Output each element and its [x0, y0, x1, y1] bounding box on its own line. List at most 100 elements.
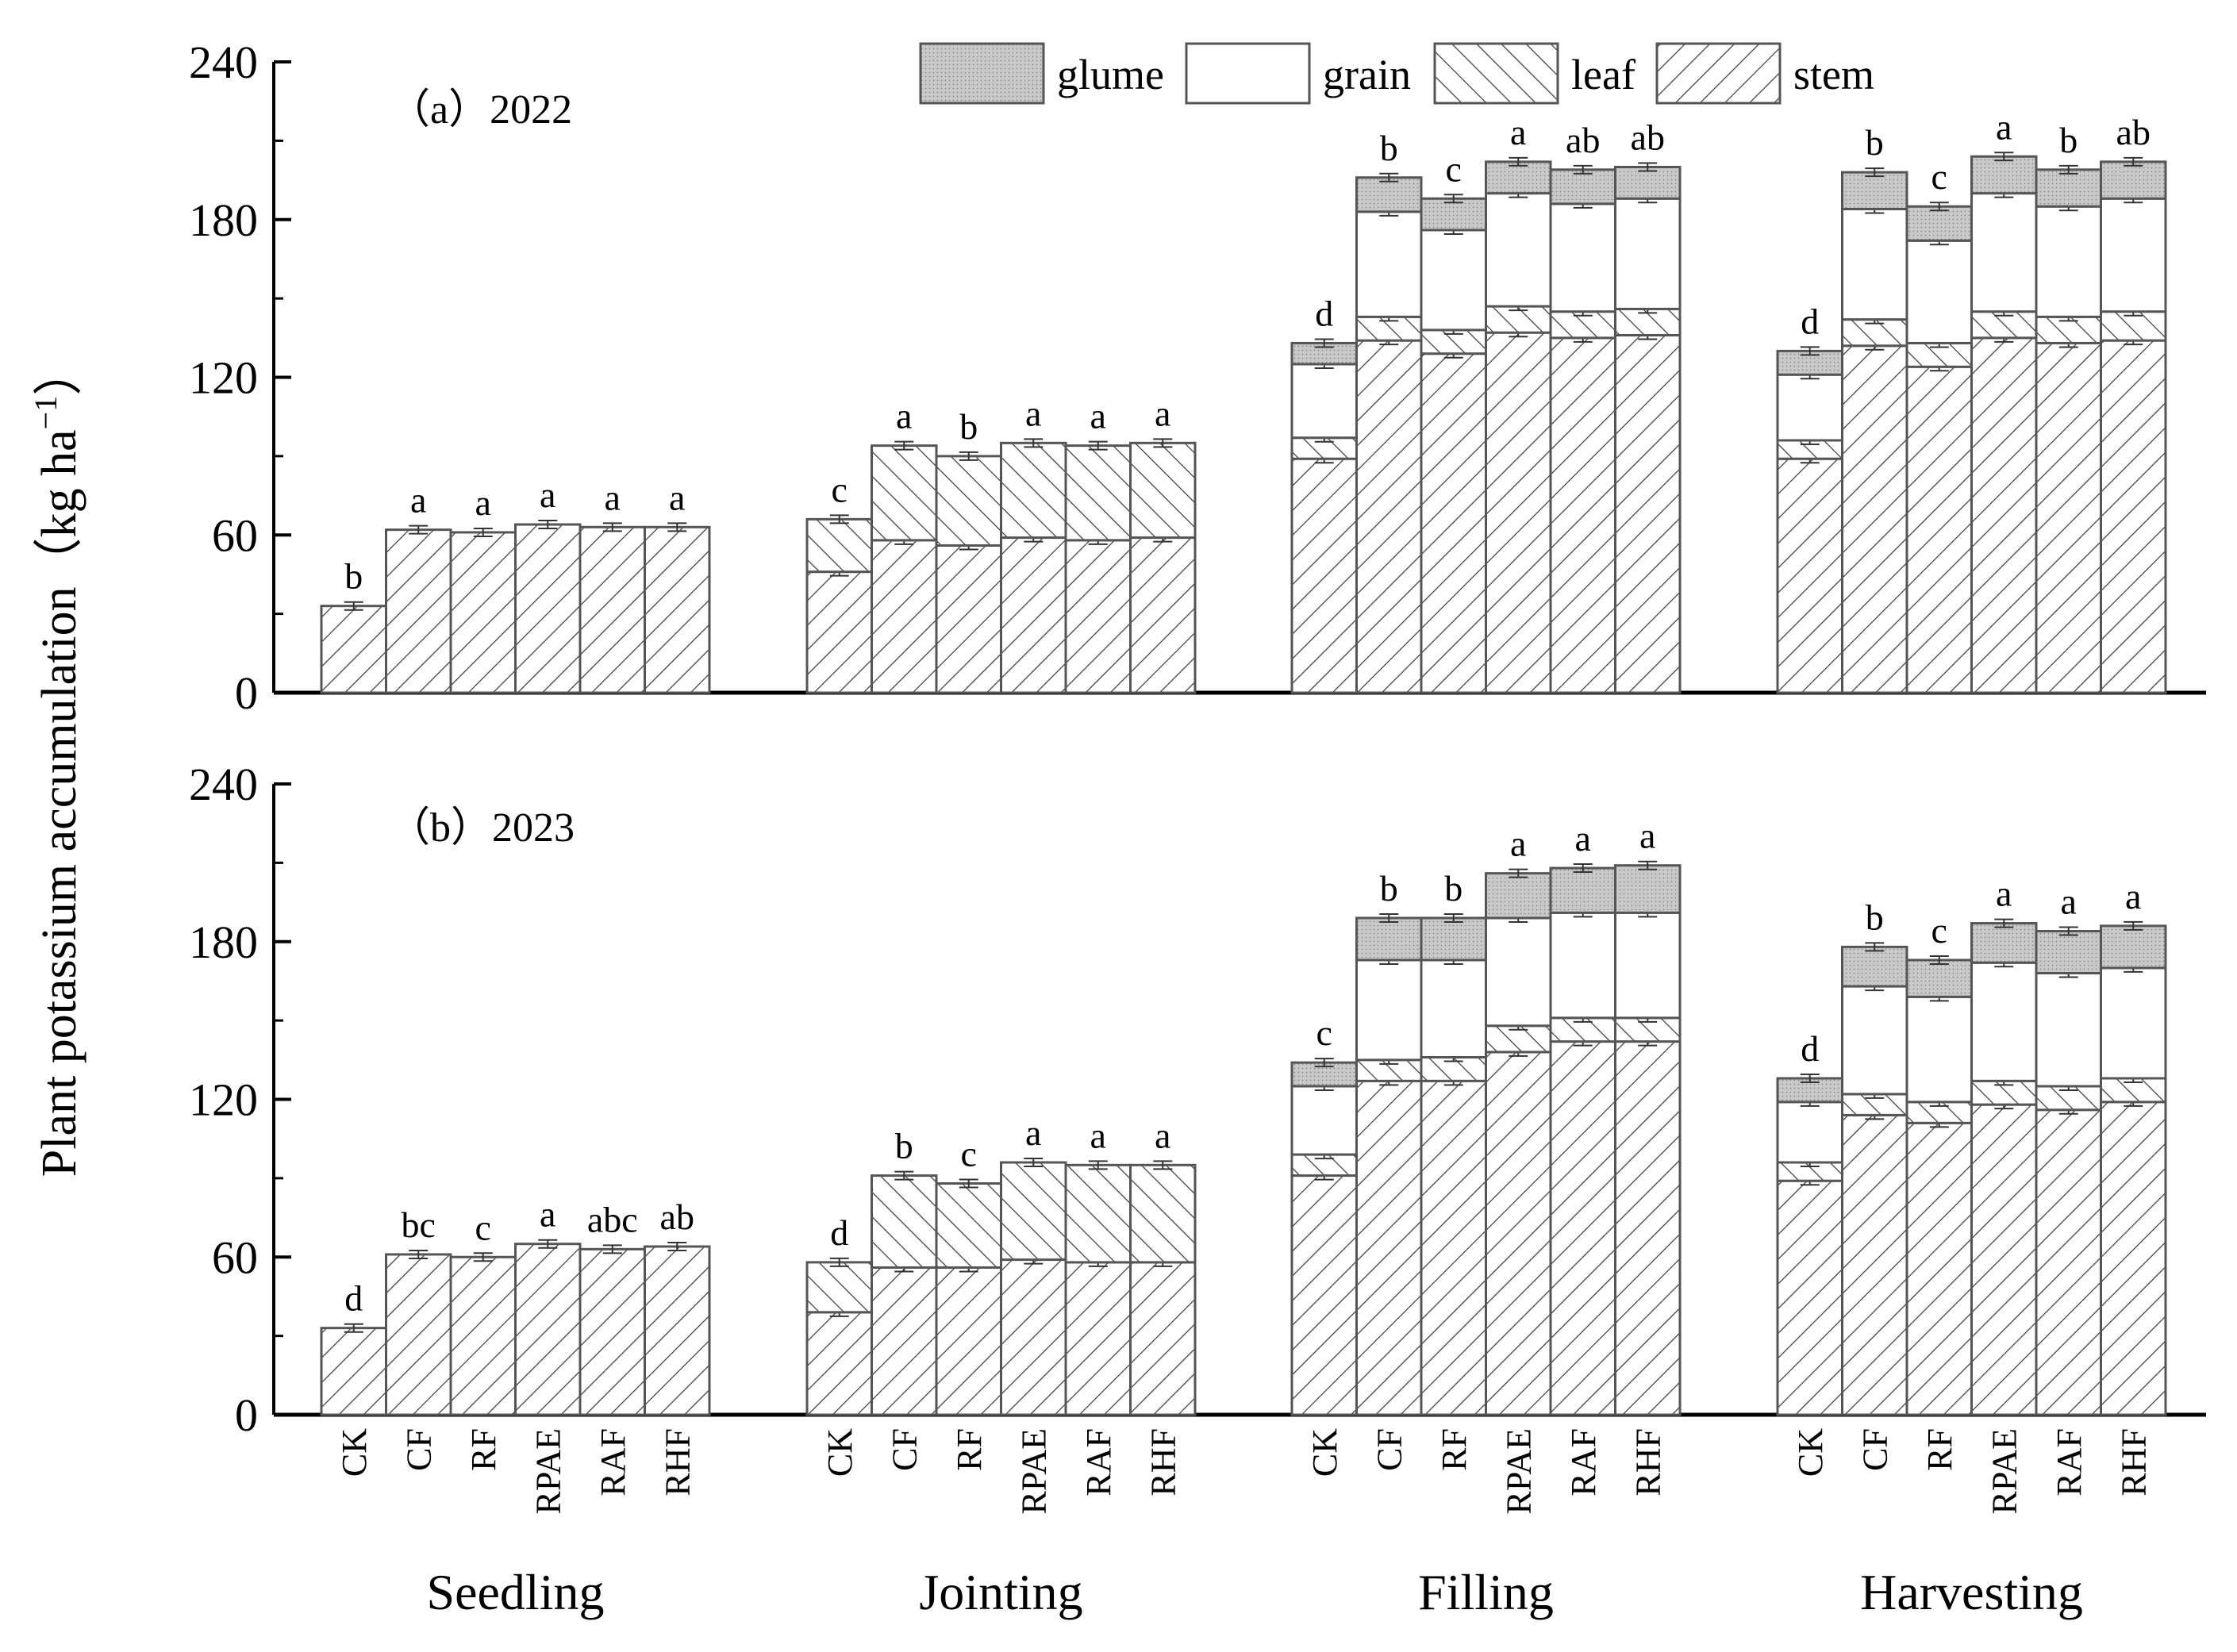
panel-2023-bars: dbc c a abc ab db ca a acb ba a adb ca a a: [320, 816, 2167, 1416]
bar-segment-glume: [1549, 168, 1616, 206]
significance-letter: a: [410, 480, 426, 521]
bar-jointing-raf: a: [1064, 396, 1132, 694]
bar-segment-stem: [514, 523, 582, 694]
treatment-label: CF: [1855, 1428, 1894, 1471]
bar-segment-stem: [1776, 1179, 1843, 1416]
significance-letter: a: [540, 1194, 555, 1235]
bar-harvesting-cf: b: [1841, 122, 1908, 694]
bar-harvesting-ck: d: [1776, 301, 1843, 694]
significance-letter: abc: [587, 1199, 638, 1239]
bar-segment-glume: [1970, 155, 2038, 195]
treatment-label: RHF: [1143, 1428, 1182, 1496]
bar-segment-stem: [644, 1245, 711, 1416]
significance-letter: b: [344, 556, 363, 597]
significance-letter: b: [895, 1126, 913, 1166]
bar-segment-glume: [1355, 176, 1423, 213]
bar-seedling-rpae: a: [514, 1194, 582, 1416]
bar-segment-stem: [935, 544, 1002, 694]
bar-segment-glume: [1614, 166, 1682, 200]
treatment-label: CF: [399, 1428, 438, 1471]
bar-jointing-ck: d: [805, 1212, 873, 1416]
bar-jointing-rpae: a: [1000, 1112, 1067, 1416]
bar-segment-glume: [2100, 160, 2167, 200]
treatment-label: RAF: [2050, 1428, 2089, 1496]
significance-letter: b: [1866, 122, 1884, 163]
significance-letter: a: [2125, 876, 2141, 916]
y-tick-label: 0: [235, 667, 258, 719]
bar-segment-grain: [2100, 197, 2167, 313]
significance-letter: c: [475, 1207, 491, 1247]
bar-seedling-ck: d: [320, 1278, 387, 1416]
bar-segment-stem: [871, 539, 938, 694]
bar-filling-rhf: a: [1614, 816, 1682, 1416]
bar-jointing-rf: b: [935, 406, 1002, 694]
bar-filling-rf: b: [1420, 868, 1487, 1416]
bar-segment-glume: [1355, 916, 1423, 962]
bar-filling-rf: c: [1420, 148, 1487, 694]
bar-segment-glume: [1970, 922, 2038, 964]
bar-segment-stem: [1970, 336, 2038, 694]
y-tick-label: 180: [189, 194, 258, 246]
legend-label-leaf: leaf: [1571, 51, 1635, 98]
bar-segment-stem: [1614, 1040, 1682, 1416]
bar-segment-grain: [1290, 1085, 1358, 1156]
treatment-label: RHF: [2114, 1428, 2153, 1496]
treatment-label: RPAE: [1014, 1428, 1053, 1514]
bar-segment-leaf: [1000, 441, 1067, 540]
bar-segment-leaf: [1000, 1161, 1067, 1262]
treatment-label: CK: [821, 1428, 859, 1477]
significance-letter: a: [1090, 1115, 1106, 1155]
significance-letter: a: [669, 477, 685, 517]
bar-filling-cf: b: [1355, 868, 1423, 1416]
treatment-label: RPAE: [1499, 1428, 1538, 1514]
bar-jointing-ck: c: [805, 469, 873, 694]
bar-segment-stem: [644, 525, 711, 694]
bar-seedling-cf: bc: [385, 1204, 452, 1416]
bar-seedling-raf: a: [578, 477, 646, 694]
panel-label-2022: （a）2022: [389, 87, 572, 133]
significance-letter: a: [1510, 824, 1526, 864]
bar-segment-leaf: [1129, 1163, 1197, 1264]
bar-segment-stem: [1776, 457, 1843, 694]
bar-segment-stem: [1970, 1103, 2038, 1416]
bar-segment-leaf: [805, 1261, 873, 1314]
legend: glume grain leaf stem: [919, 42, 1874, 105]
y-axis-title-main: Plant potassium accumulation: [33, 586, 86, 1177]
significance-letter: d: [1315, 293, 1333, 333]
bar-segment-glume: [1614, 864, 1682, 914]
bar-filling-rpae: a: [1485, 112, 1552, 694]
significance-letter: a: [1155, 1115, 1170, 1155]
bar-segment-stem: [1549, 336, 1616, 694]
bar-segment-grain: [1549, 202, 1616, 313]
bar-segment-leaf: [1129, 441, 1197, 540]
y-tick-label: 180: [189, 916, 258, 968]
significance-letter: d: [1801, 1028, 1819, 1069]
bar-segment-stem: [1129, 1261, 1197, 1416]
bar-segment-stem: [1841, 1113, 1908, 1416]
treatment-label: RPAE: [529, 1428, 567, 1514]
significance-letter: c: [961, 1134, 977, 1174]
y-tick-label: 240: [189, 759, 258, 810]
bar-segment-stem: [2035, 341, 2102, 694]
bar-segment-grain: [1355, 210, 1423, 318]
bar-harvesting-rf: c: [1905, 156, 1973, 694]
bar-segment-glume: [1841, 945, 1908, 988]
legend-swatch-glume: [919, 42, 1045, 105]
y-axis-title-unit-sup: −1: [28, 396, 63, 430]
bar-segment-leaf: [935, 1182, 1002, 1269]
bar-segment-stem: [1420, 352, 1487, 694]
bar-harvesting-rf: c: [1905, 910, 1973, 1416]
bar-harvesting-cf: b: [1841, 897, 1908, 1416]
significance-letter: a: [1025, 1112, 1041, 1153]
stage-label: Jointing: [919, 1564, 1082, 1620]
treatment-label: CK: [335, 1428, 374, 1477]
treatment-label: RAF: [594, 1428, 632, 1496]
bar-segment-stem: [1905, 365, 1973, 694]
y-axis-title-unit-open: （kg ha: [33, 429, 86, 586]
bar-segment-grain: [1485, 192, 1552, 308]
legend-swatch-grain: [1185, 42, 1311, 105]
bar-seedling-ck: b: [320, 556, 387, 694]
